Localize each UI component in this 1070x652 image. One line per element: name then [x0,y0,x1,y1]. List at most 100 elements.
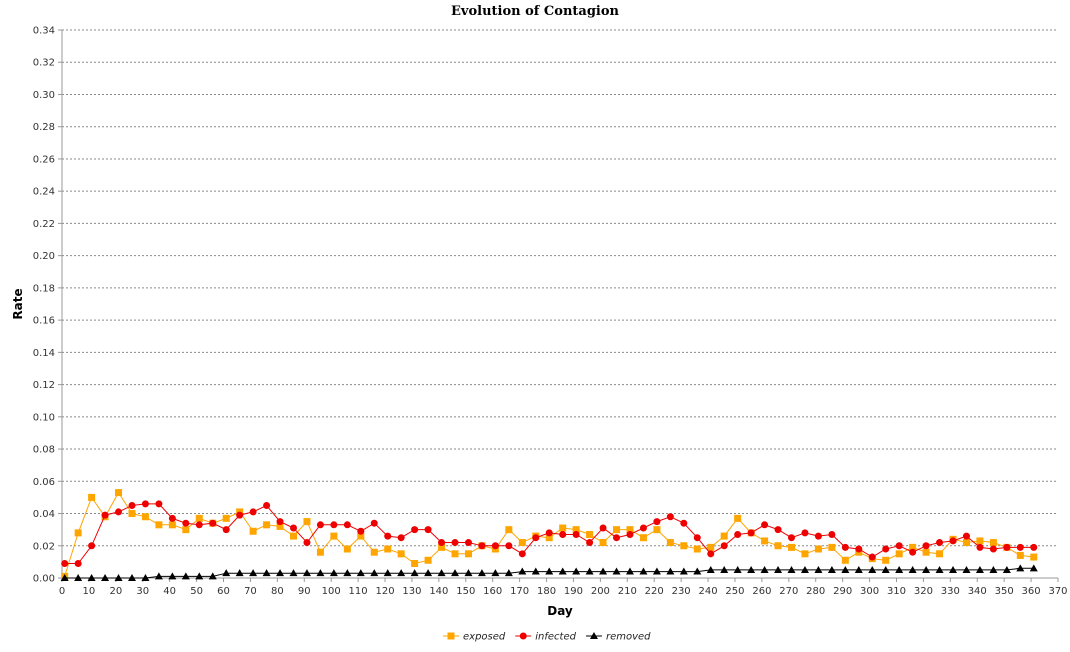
removed-point [276,569,285,577]
infected-point [303,539,311,547]
exposed-point [411,559,419,567]
y-tick-label: 0.28 [33,122,55,133]
x-tick-label: 120 [375,586,394,597]
exposed-point [680,542,688,550]
infected-point [330,521,338,529]
series-infected [61,500,1038,567]
infected-point [316,521,324,529]
exposed-point [518,539,526,547]
exposed-point [88,493,96,501]
exposed-point [316,548,324,556]
y-tick-label: 0.34 [33,26,55,37]
removed-point [74,574,83,581]
exposed-point [424,556,432,564]
exposed-point [922,548,930,556]
x-tick-label: 220 [645,586,664,597]
exposed-point [734,514,742,522]
removed-point [585,567,594,575]
removed-point [599,567,608,575]
legend-label: exposed [463,632,506,643]
exposed-point [895,550,903,558]
removed-point [114,574,123,581]
series-layer [60,489,1038,581]
infected-point [761,521,769,529]
removed-point [424,569,433,577]
infected-point [828,530,836,538]
infected-point [209,519,217,527]
exposed-point [128,510,136,518]
legend-label: infected [535,632,576,643]
infected-point [249,508,257,516]
y-tick-label: 0.32 [33,58,55,69]
exposed-point [882,556,890,564]
infected-point [464,539,472,547]
removed-point [195,572,204,580]
legend: exposed infected removed [443,632,651,643]
x-tick-label: 60 [217,586,230,597]
infected-point [814,532,822,540]
exposed-point [962,539,970,547]
infected-point [734,530,742,538]
removed-point [962,565,971,573]
exposed-point [330,532,338,540]
removed-point [760,565,769,573]
chart-title: Evolution of Contagion [451,4,620,19]
infected-point [882,545,890,553]
x-tick-label: 180 [537,586,556,597]
removed-point [289,569,298,577]
removed-point [827,565,836,573]
infected-point [222,526,230,534]
removed-point [343,569,352,577]
infected-point [438,539,446,547]
removed-point [235,569,244,577]
legend-label: removed [606,632,651,643]
infected-point [518,550,526,558]
removed-point [141,574,150,581]
infected-point [613,534,621,542]
infected-point [841,543,849,551]
x-tick-label: 280 [806,586,825,597]
infected-point [397,534,405,542]
exposed-point [464,550,472,558]
removed-point [720,565,729,573]
removed-point [545,567,554,575]
y-tick-label: 0.00 [33,574,55,585]
exposed-point [303,518,311,526]
x-tick-label: 90 [298,586,311,597]
x-tick-label: 260 [752,586,771,597]
x-tick-label: 330 [941,586,960,597]
removed-point [854,565,863,573]
removed-point [316,569,325,577]
x-tick-label: 110 [349,586,368,597]
removed-point [652,567,661,575]
infected-point [74,559,82,567]
exposed-point [397,550,405,558]
x-tick-label: 310 [887,586,906,597]
infected-point [949,537,957,545]
exposed-point [707,543,715,551]
infected-point [491,542,499,550]
removed-point [87,574,96,581]
removed-point [222,569,231,577]
exposed-point [222,514,230,522]
removed-point [733,565,742,573]
removed-point [410,569,419,577]
y-tick-label: 0.24 [33,187,55,198]
legend-item-exposed: exposed [443,632,506,643]
x-tick-label: 140 [429,586,448,597]
x-axis-label: Day [547,604,573,618]
exposed-point [841,556,849,564]
exposed-point [182,526,190,534]
removed-point [908,565,917,573]
exposed-point [249,527,257,535]
removed-point [895,565,904,573]
infected-point [263,501,271,509]
removed-point [881,565,890,573]
infected-point [586,539,594,547]
removed-point [397,569,406,577]
x-tick-label: 0 [59,586,65,597]
exposed-point [976,537,984,545]
infected-point [922,542,930,550]
removed-point [329,569,338,577]
